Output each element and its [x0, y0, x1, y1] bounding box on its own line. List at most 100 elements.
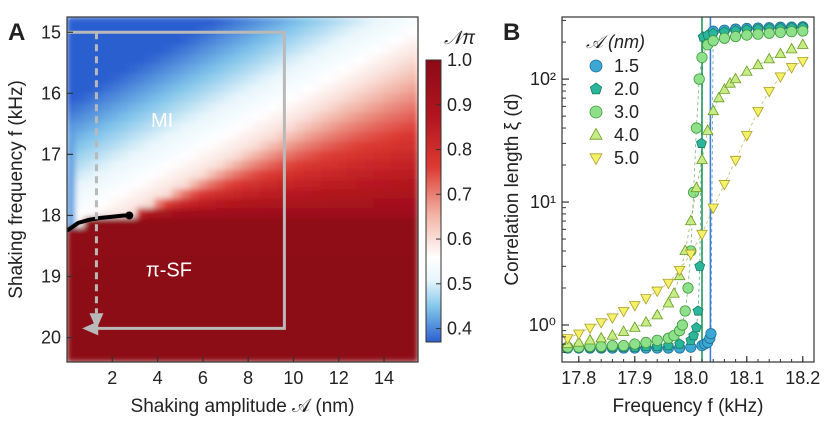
- heatmap-cell: [145, 342, 156, 353]
- heatmap-cell: [285, 64, 296, 75]
- heatmap-cell: [67, 256, 77, 267]
- heatmap-cell: [101, 102, 112, 114]
- heatmap-cell: [119, 342, 129, 353]
- heatmap-cell: [84, 160, 94, 171]
- heatmap-cell: [259, 102, 270, 114]
- heatmap-cell: [312, 54, 322, 66]
- heatmap-cell: [101, 121, 112, 133]
- heatmap-cell: [294, 141, 305, 152]
- heatmap-cell: [382, 275, 393, 286]
- heatmap-cell: [312, 304, 322, 315]
- heatmap-cell: [180, 160, 191, 171]
- heatmap-cell: [259, 304, 270, 315]
- heatmap-cell: [233, 351, 243, 362]
- heatmap-cell: [250, 35, 261, 47]
- heatmap-cell: [320, 323, 331, 334]
- heatmap-cell: [277, 141, 287, 152]
- heatmap-cell: [198, 54, 208, 66]
- heatmap-cell: [101, 17, 112, 28]
- heatmap-cell: [110, 256, 121, 267]
- heatmap-cell: [408, 284, 418, 296]
- heatmap-cell: [303, 351, 314, 362]
- heatmap-cell: [399, 284, 410, 296]
- heatmap-cell: [224, 304, 235, 315]
- heatmap-cell: [136, 304, 147, 315]
- heatmap-cell: [364, 17, 375, 28]
- heatmap-cell: [294, 169, 305, 181]
- heatmap-cell: [338, 160, 349, 171]
- data-point: [712, 91, 725, 103]
- heatmap-cell: [294, 275, 305, 286]
- heatmap-cell: [101, 256, 112, 267]
- heatmap-cell: [171, 131, 182, 143]
- heatmap-cell: [206, 342, 217, 353]
- heatmap-cell: [242, 93, 252, 104]
- y-tick-label: 10²: [530, 69, 556, 89]
- heatmap-cell: [110, 304, 121, 315]
- heatmap-cell: [294, 284, 305, 296]
- heatmap-cell: [67, 313, 77, 325]
- heatmap-cell: [356, 198, 366, 210]
- heatmap-cell: [364, 102, 375, 114]
- heatmap-cell: [320, 256, 331, 267]
- heatmap-cell: [382, 160, 393, 171]
- heatmap-cell: [92, 179, 103, 190]
- heatmap-cell: [277, 169, 287, 181]
- heatmap-cell: [294, 121, 305, 133]
- heatmap-cell: [171, 304, 182, 315]
- heatmap-cell: [329, 294, 340, 305]
- heatmap-cell: [294, 112, 305, 123]
- heatmap-cell: [399, 265, 410, 277]
- heatmap-cell: [312, 189, 322, 200]
- heatmap-cell: [320, 304, 331, 315]
- heatmap-cell: [347, 198, 358, 210]
- heatmap-cell: [189, 236, 200, 248]
- heatmap-cell: [250, 179, 261, 190]
- heatmap-cell: [303, 17, 314, 28]
- heatmap-cell: [180, 265, 191, 277]
- heatmap-cell: [285, 45, 296, 56]
- colorbar-ticks: 0.40.50.60.70.80.91.0: [436, 50, 472, 339]
- heatmap-cell: [391, 64, 401, 75]
- heatmap-cell: [338, 304, 349, 315]
- heatmap-cell: [242, 236, 252, 248]
- heatmap-cell: [338, 284, 349, 296]
- heatmap-cell: [338, 102, 349, 114]
- heatmap-cell: [101, 304, 112, 315]
- heatmap-cell: [75, 160, 86, 171]
- heatmap-cell: [399, 45, 410, 56]
- heatmap-cell: [320, 342, 331, 353]
- heatmap-cell: [145, 141, 156, 152]
- heatmap-cell: [171, 83, 182, 95]
- heatmap-cell: [101, 227, 112, 238]
- heatmap-cell: [250, 93, 261, 104]
- heatmap-cell: [224, 179, 235, 190]
- heatmap-cell: [127, 227, 138, 238]
- heatmap-cell: [84, 284, 94, 296]
- heatmap-cell: [338, 169, 349, 181]
- heatmap-cell: [92, 275, 103, 286]
- heatmap-cell: [277, 35, 287, 47]
- heatmap-cell: [294, 236, 305, 248]
- heatmap-cell: [399, 294, 410, 305]
- heatmap-cell: [373, 74, 384, 85]
- heatmap-cell: [110, 93, 121, 104]
- heatmap-cell: [250, 284, 261, 296]
- heatmap-cell: [233, 332, 243, 344]
- heatmap-cell: [84, 141, 94, 152]
- heatmap-cell: [110, 17, 121, 28]
- panel-b-frame: [561, 16, 815, 363]
- heatmap-cell: [399, 179, 410, 190]
- heatmap-cell: [101, 294, 112, 305]
- heatmap-cell: [127, 217, 138, 229]
- heatmap-cell: [233, 17, 243, 28]
- heatmap-cell: [171, 208, 182, 219]
- heatmap-cell: [373, 112, 384, 123]
- series-4.0: [562, 38, 809, 349]
- heatmap-cell: [189, 246, 200, 258]
- heatmap-cell: [329, 198, 340, 210]
- heatmap-cell: [268, 141, 279, 152]
- heatmap-cell: [320, 35, 331, 47]
- heatmap-cell: [285, 26, 296, 37]
